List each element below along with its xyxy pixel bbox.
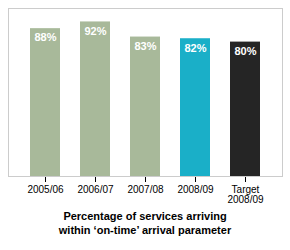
svg-text:Target2008/09: Target2008/09 <box>227 184 264 205</box>
svg-text:2005/06: 2005/06 <box>27 184 64 195</box>
svg-text:80%: 80% <box>234 45 256 57</box>
svg-text:2006/07: 2006/07 <box>77 184 114 195</box>
html-text:Percentage of services arrivin: Percentage of services arriving within ‘… <box>58 210 232 236</box>
svg-text:2007/08: 2007/08 <box>127 184 164 195</box>
svg-text:92%: 92% <box>84 25 106 37</box>
svg-text:83%: 83% <box>134 40 156 52</box>
svg-text:82%: 82% <box>184 42 206 54</box>
svg-text:88%: 88% <box>34 31 56 43</box>
svg-text:2008/09: 2008/09 <box>177 184 214 195</box>
